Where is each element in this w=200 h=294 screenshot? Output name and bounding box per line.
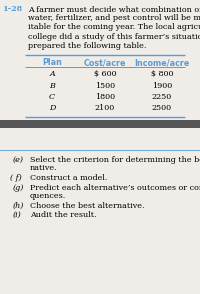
Text: water, fertilizer, and pest control will be most prof-: water, fertilizer, and pest control will…: [28, 14, 200, 22]
Text: 2500: 2500: [152, 104, 172, 113]
Text: C: C: [49, 93, 55, 101]
Bar: [0, 120, 200, 128]
Text: native.: native.: [30, 165, 58, 173]
Text: (e): (e): [13, 156, 24, 164]
Text: (i): (i): [13, 211, 22, 219]
Text: itable for the coming year. The local agricultural: itable for the coming year. The local ag…: [28, 24, 200, 31]
Text: D: D: [49, 104, 55, 113]
Text: 1900: 1900: [152, 81, 172, 89]
Text: A farmer must decide what combination of seed,: A farmer must decide what combination of…: [28, 5, 200, 13]
Text: $ 600: $ 600: [94, 70, 116, 78]
Text: quences.: quences.: [30, 192, 66, 200]
Text: 2250: 2250: [152, 93, 172, 101]
Text: Audit the result.: Audit the result.: [30, 211, 96, 219]
Text: B: B: [49, 81, 55, 89]
Text: Construct a model.: Construct a model.: [30, 174, 107, 182]
Text: 1800: 1800: [95, 93, 115, 101]
Text: A: A: [49, 70, 55, 78]
Text: 1-28: 1-28: [3, 5, 23, 13]
Text: $ 800: $ 800: [151, 70, 173, 78]
Text: ( f): ( f): [10, 174, 22, 182]
Text: 2100: 2100: [95, 104, 115, 113]
Text: 1500: 1500: [95, 81, 115, 89]
Text: Select the criterion for determining the best alter-: Select the criterion for determining the…: [30, 156, 200, 164]
Text: Income/acre: Income/acre: [134, 58, 190, 67]
Text: college did a study of this farmer’s situation and: college did a study of this farmer’s sit…: [28, 33, 200, 41]
Text: Predict each alternative’s outcomes or conse-: Predict each alternative’s outcomes or c…: [30, 183, 200, 191]
Text: Plan: Plan: [42, 58, 62, 67]
Text: Cost/acre: Cost/acre: [84, 58, 126, 67]
Text: (h): (h): [13, 201, 24, 210]
Text: (g): (g): [13, 183, 24, 191]
Text: Choose the best alternative.: Choose the best alternative.: [30, 201, 144, 210]
Text: prepared the following table.: prepared the following table.: [28, 42, 146, 50]
